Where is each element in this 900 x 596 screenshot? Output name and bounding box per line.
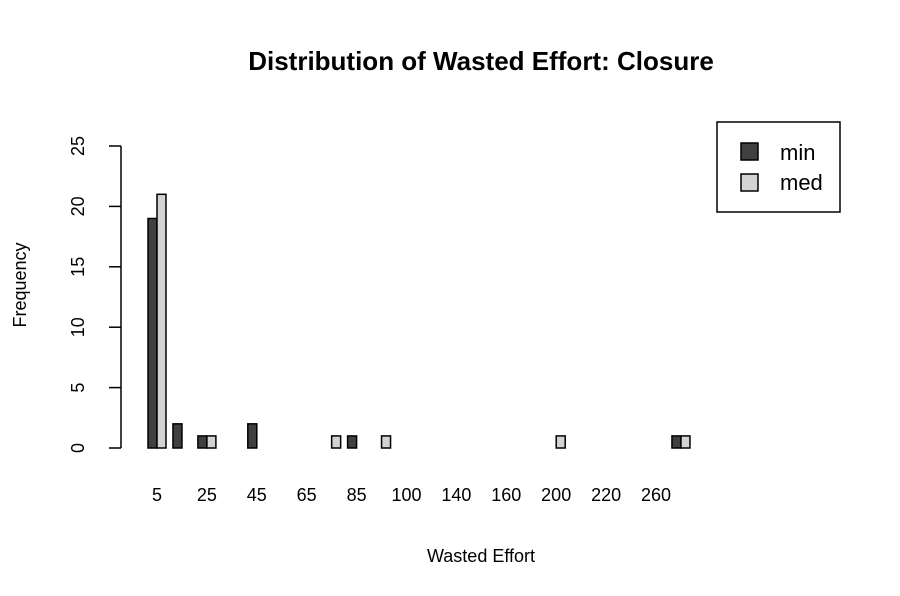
bar-min-25 <box>197 435 208 449</box>
bar-med-270 <box>680 435 691 449</box>
bar-med-95 <box>380 435 392 449</box>
x-tick-label: 220 <box>591 485 621 505</box>
y-tick-label: 15 <box>68 257 88 277</box>
chart-title: Distribution of Wasted Effort: Closure <box>248 46 714 76</box>
legend: min med <box>716 121 841 213</box>
bar-med-25 <box>206 435 217 449</box>
legend-label-med: med <box>780 170 823 195</box>
bar-min-5 <box>147 217 158 449</box>
bars <box>147 193 691 449</box>
x-tick-label: 140 <box>441 485 471 505</box>
legend-box <box>716 121 841 213</box>
bar-min-85 <box>346 435 358 449</box>
bar-med-200 <box>555 435 566 449</box>
y-tick-label: 20 <box>68 196 88 216</box>
bar-min-45 <box>247 423 258 449</box>
x-axis-label: Wasted Effort <box>427 546 535 566</box>
y-axis-label: Frequency <box>10 242 30 327</box>
x-tick-label: 25 <box>197 485 217 505</box>
legend-swatch-min <box>740 142 759 161</box>
x-tick-label: 100 <box>391 485 421 505</box>
legend-swatch-med <box>740 173 759 192</box>
legend-label-min: min <box>780 140 815 165</box>
y-tick-label: 10 <box>68 317 88 337</box>
bar-med-5 <box>156 193 167 449</box>
x-tick-label: 160 <box>491 485 521 505</box>
y-axis: 0 5 10 15 20 25 <box>68 136 122 453</box>
y-tick-label: 5 <box>68 383 88 393</box>
y-tick-label: 0 <box>68 443 88 453</box>
y-tick-label: 25 <box>68 136 88 156</box>
bar-min-270 <box>671 435 682 449</box>
x-tick-label: 85 <box>347 485 367 505</box>
x-tick-label: 260 <box>641 485 671 505</box>
bar-med-75 <box>330 435 342 449</box>
x-tick-label: 5 <box>152 485 162 505</box>
x-tick-labels: 5 25 45 65 85 100 140 160 200 220 260 <box>152 485 671 505</box>
x-tick-label: 45 <box>247 485 267 505</box>
x-tick-label: 200 <box>541 485 571 505</box>
x-tick-label: 65 <box>297 485 317 505</box>
bar-min-15 <box>172 423 183 449</box>
